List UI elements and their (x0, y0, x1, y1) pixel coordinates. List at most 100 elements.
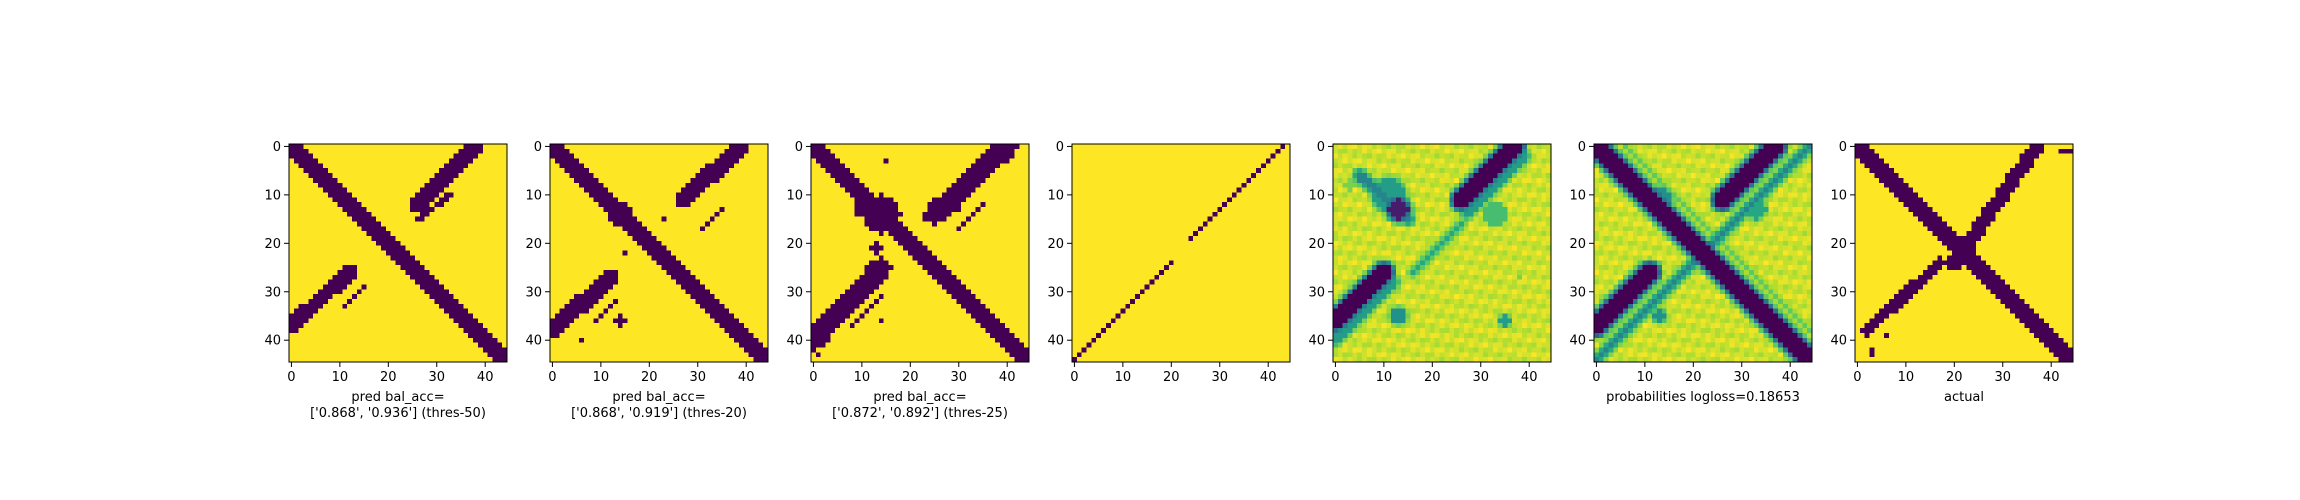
heatmap-cell (612, 216, 619, 222)
heatmap-cell (468, 347, 474, 353)
heatmap-cell (414, 313, 421, 319)
heatmap-cell (637, 187, 643, 193)
heatmap-cell (371, 182, 377, 188)
heatmap-cell (410, 294, 416, 300)
heatmap-cell (559, 260, 565, 266)
heatmap-cell (351, 255, 358, 261)
heatmap-cell (671, 289, 677, 295)
heatmap-cell (1014, 148, 1020, 155)
heatmap-cell (385, 289, 392, 295)
heatmap-cell (729, 216, 735, 222)
heatmap-cell (361, 323, 367, 329)
heatmap-cell (313, 144, 319, 150)
heatmap-cell (405, 173, 411, 179)
heatmap-cell (293, 318, 300, 324)
heatmap-cell (840, 148, 846, 155)
heatmap-cell (390, 163, 396, 169)
heatmap-cell (680, 284, 686, 290)
heatmap-cell (651, 245, 657, 251)
heatmap-cell (671, 221, 677, 227)
heatmap-cell (748, 245, 754, 251)
heatmap-cell (859, 231, 865, 237)
heatmap-cell (487, 173, 493, 179)
heatmap-cell (293, 177, 300, 184)
heatmap-cell (651, 236, 657, 242)
heatmap-cell (482, 274, 488, 280)
heatmap-cell (709, 337, 716, 343)
heatmap-cell (376, 332, 382, 339)
heatmap-cell (559, 347, 565, 353)
heatmap-cell (487, 202, 493, 208)
heatmap-cell (946, 158, 952, 164)
heatmap-cell (439, 337, 445, 343)
heatmap-cell (376, 158, 382, 164)
heatmap-cell (434, 294, 440, 300)
heatmap-cell (569, 177, 575, 184)
heatmap-cell (642, 163, 648, 169)
heatmap-cell (593, 357, 599, 363)
heatmap-cell (410, 211, 416, 218)
heatmap-cell (690, 163, 696, 169)
heatmap-cell (463, 177, 469, 184)
heatmap-cell (289, 279, 295, 285)
heatmap-cell (293, 240, 300, 247)
heatmap-cell (308, 240, 314, 247)
heatmap-cell (444, 265, 450, 271)
heatmap-cell (835, 221, 841, 227)
heatmap-cell (414, 299, 421, 305)
heatmap-cell (844, 206, 851, 213)
heatmap-cell (477, 211, 484, 218)
heatmap-cell (864, 177, 870, 184)
heatmap-cell (608, 318, 614, 324)
heatmap-cell (656, 153, 662, 159)
heatmap-cell (439, 221, 445, 227)
heatmap-cell (419, 153, 425, 159)
heatmap-cell (700, 279, 706, 285)
heatmap-cell (583, 284, 590, 290)
heatmap-cell (463, 255, 469, 261)
heatmap-cell (835, 144, 841, 150)
heatmap-cell (588, 299, 594, 305)
heatmap-cell (627, 211, 633, 218)
heatmap-cell (995, 158, 1001, 164)
heatmap-cell (342, 173, 348, 179)
heatmap-cell (695, 284, 701, 290)
heatmap-cell (888, 144, 894, 150)
heatmap-cell (811, 216, 817, 222)
heatmap-cell (424, 182, 430, 188)
heatmap-cell (815, 221, 822, 227)
heatmap-cell (337, 216, 343, 222)
heatmap-cell (675, 337, 682, 343)
heatmap-cell (849, 187, 855, 193)
heatmap-cell (351, 236, 358, 242)
heatmap-cell (453, 144, 459, 150)
heatmap-cell (941, 211, 947, 218)
heatmap-cell (729, 221, 735, 227)
heatmap-cell (666, 236, 672, 242)
heatmap-cell (308, 206, 314, 213)
heatmap-cell (734, 289, 740, 295)
heatmap-cell (371, 192, 377, 198)
heatmap-cell (917, 226, 923, 232)
heatmap-cell (622, 342, 628, 348)
heatmap-cell (951, 216, 957, 222)
heatmap-cell (458, 216, 464, 222)
heatmap-cell (840, 182, 846, 188)
heatmap-cell (719, 197, 725, 203)
heatmap-cell (758, 173, 764, 179)
heatmap-cell (434, 187, 440, 193)
heatmap-cell (946, 221, 952, 227)
heatmap-cell (395, 158, 401, 164)
heatmap-cell (758, 206, 764, 213)
heatmap-cell (612, 260, 619, 266)
heatmap-cell (956, 173, 962, 179)
heatmap-cell (758, 299, 764, 305)
heatmap-cell (293, 202, 300, 208)
heatmap-cell (468, 211, 474, 218)
heatmap-cell (458, 144, 464, 150)
heatmap-cell (327, 206, 333, 213)
heatmap-cell (482, 284, 488, 290)
heatmap-cell (729, 240, 735, 247)
heatmap-cell (439, 168, 445, 174)
